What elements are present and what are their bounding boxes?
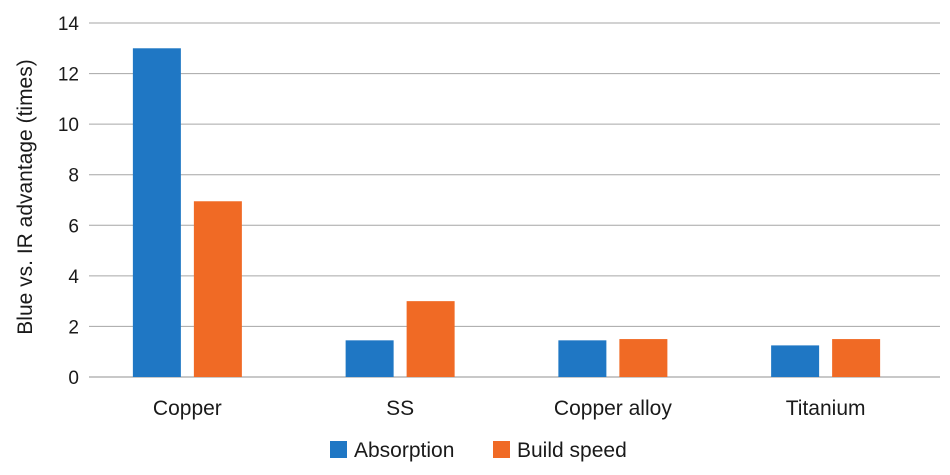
bar-absorption — [132, 48, 181, 378]
y-tick-label: 12 — [58, 65, 79, 86]
bar-absorption — [558, 340, 607, 377]
y-tick-label: 4 — [68, 267, 79, 288]
legend-label: Absorption — [354, 439, 454, 462]
bar-absorption — [771, 345, 820, 377]
x-category-label: Titanium — [786, 397, 866, 420]
bar-build-speed — [619, 339, 668, 377]
x-category-label: Copper — [153, 397, 222, 420]
bar-build-speed — [193, 201, 242, 377]
x-category-label: SS — [386, 397, 414, 420]
y-tick-label: 6 — [68, 216, 79, 237]
y-tick-label: 0 — [68, 368, 79, 389]
y-tick-label: 8 — [68, 166, 79, 187]
legend-swatch — [493, 441, 510, 458]
bars — [132, 48, 881, 378]
x-category-labels: Copper SS Copper alloy Titanium — [153, 397, 866, 420]
y-tick-label: 10 — [58, 115, 79, 136]
y-tick-label: 14 — [58, 14, 80, 35]
y-axis-title: Blue vs. IR advantage (times) — [14, 59, 37, 334]
legend: Absorption Build speed — [330, 439, 627, 462]
y-tick-label: 2 — [68, 317, 79, 338]
bar-absorption — [345, 340, 394, 377]
y-tick-labels: 0 2 4 6 8 10 12 14 — [58, 14, 80, 389]
x-category-label: Copper alloy — [554, 397, 672, 420]
legend-swatch — [330, 441, 347, 458]
bar-build-speed — [406, 301, 455, 377]
legend-label: Build speed — [517, 439, 627, 462]
bar-build-speed — [832, 339, 881, 377]
